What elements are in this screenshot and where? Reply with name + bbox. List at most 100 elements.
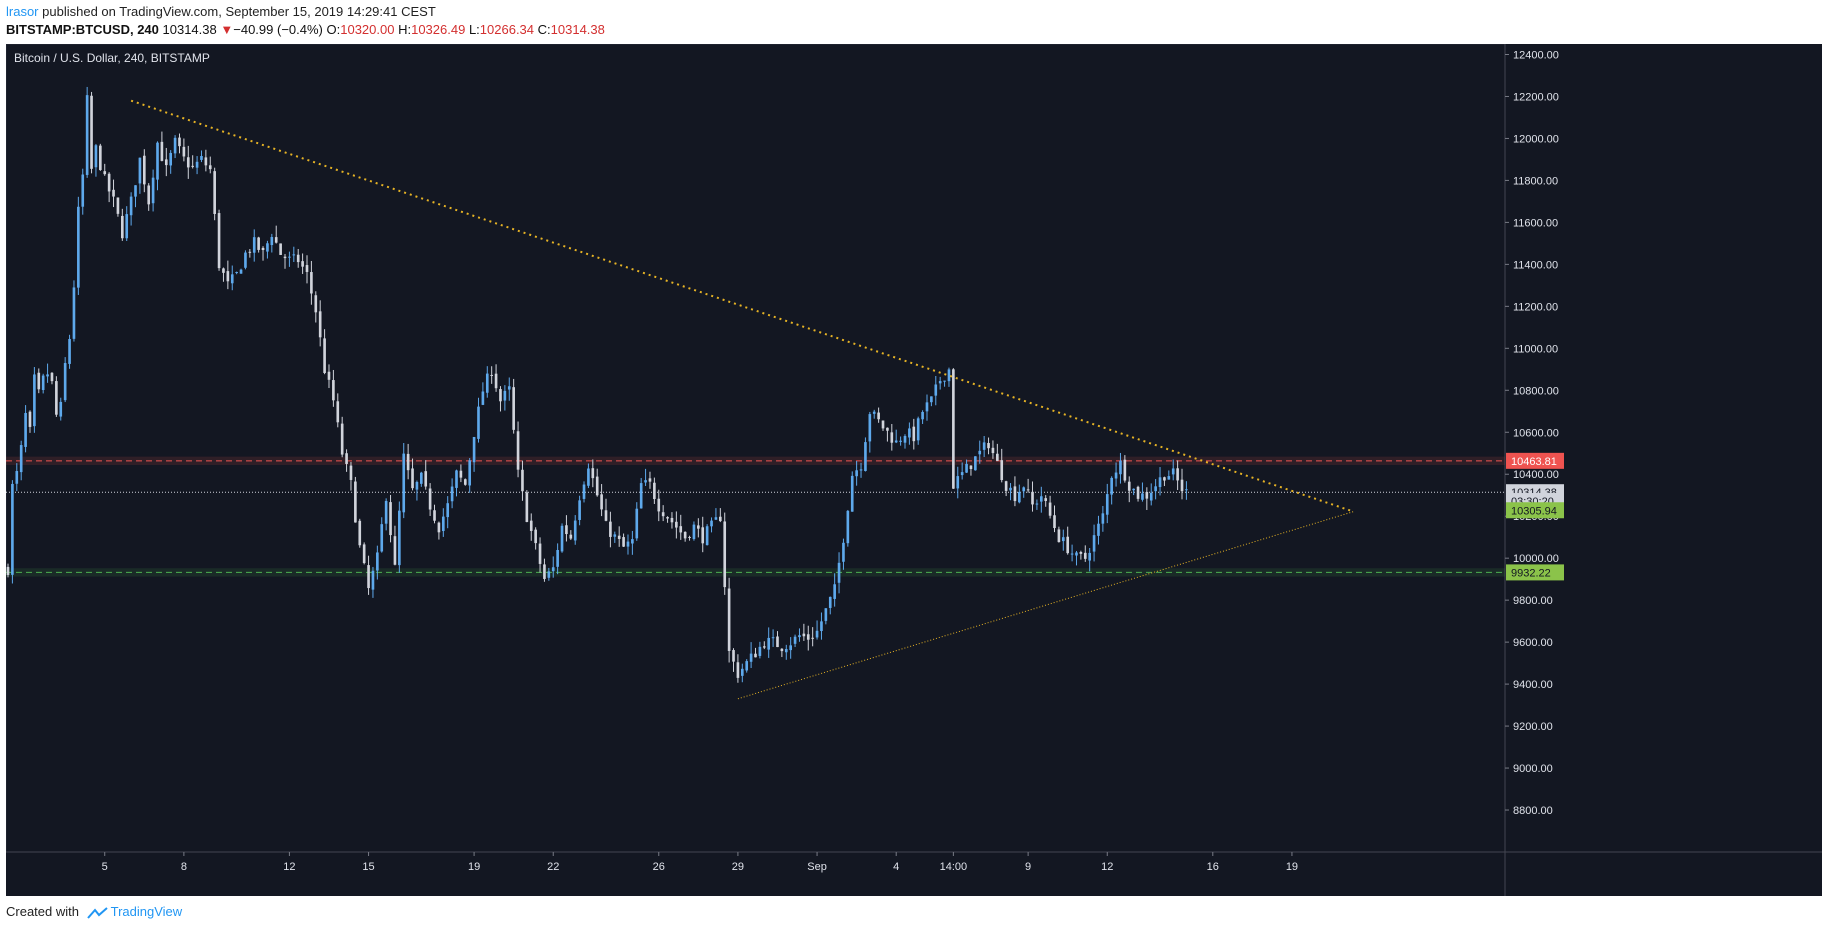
- x-tick-label: 9: [1025, 861, 1031, 873]
- candle-body: [771, 637, 775, 639]
- candle-body: [780, 648, 784, 652]
- candle-body: [534, 529, 537, 544]
- open-label: O:: [326, 22, 341, 37]
- y-tick-label: 11000.00: [1513, 343, 1558, 355]
- candle-body: [455, 470, 458, 488]
- candle-body: [279, 243, 282, 255]
- footer: Created with TradingView: [6, 904, 182, 919]
- candle-body: [499, 389, 502, 402]
- chart-title: Bitcoin / U.S. Dollar, 240, BITSTAMP: [14, 51, 210, 65]
- candle-body: [213, 171, 216, 214]
- candle-body: [68, 339, 71, 364]
- candle-body: [516, 431, 520, 470]
- candle-body: [1083, 552, 1087, 559]
- candle-body: [244, 252, 247, 268]
- candle-body: [925, 402, 929, 412]
- candle-body: [701, 527, 705, 544]
- tradingview-link[interactable]: TradingView: [110, 904, 183, 919]
- candle-body: [103, 171, 107, 175]
- candle-body: [1180, 479, 1184, 492]
- candle-body: [411, 468, 414, 489]
- candle-body: [1057, 529, 1061, 543]
- y-tick-label: 12000.00: [1513, 133, 1559, 145]
- y-tick-label: 10800.00: [1513, 385, 1559, 397]
- candle-body: [877, 412, 880, 420]
- candle-body: [1114, 472, 1118, 479]
- x-tick-label: 8: [181, 861, 187, 873]
- candle-body: [50, 372, 54, 382]
- x-tick-label: 5: [102, 861, 108, 873]
- candle-body: [94, 145, 98, 168]
- candle-body: [846, 510, 850, 544]
- candle-body: [349, 465, 353, 480]
- candle-body: [490, 374, 493, 376]
- candle-body: [960, 472, 964, 476]
- price-chart[interactable]: Bitcoin / U.S. Dollar, 240, BITSTAMP 8800…: [5, 43, 1822, 896]
- candle-body: [415, 481, 419, 490]
- candle-body: [55, 381, 58, 415]
- candle-body: [987, 442, 990, 449]
- candle-body: [600, 494, 603, 510]
- candle-body: [468, 460, 472, 486]
- candle-body: [657, 498, 661, 512]
- chart-container[interactable]: Bitcoin / U.S. Dollar, 240, BITSTAMP 8800…: [5, 43, 1822, 896]
- candle-body: [41, 375, 45, 390]
- candle-body: [19, 445, 23, 473]
- candle-body: [1004, 481, 1008, 491]
- candle-body: [745, 661, 749, 671]
- candle-body: [631, 539, 634, 544]
- candle-body: [1119, 460, 1122, 475]
- candle-body: [292, 254, 296, 256]
- candle-body: [296, 254, 300, 263]
- y-tick-label: 9200.00: [1513, 721, 1553, 733]
- candle-body: [283, 256, 287, 259]
- candle-body: [186, 157, 190, 168]
- candle-body: [222, 268, 225, 273]
- candle-body: [1035, 503, 1039, 505]
- y-tick-label: 8800.00: [1513, 805, 1553, 817]
- candle-body: [402, 453, 406, 513]
- candle-body: [450, 486, 454, 502]
- candle-body: [934, 384, 938, 396]
- candle-body: [173, 137, 177, 154]
- candle-body: [1053, 515, 1056, 529]
- candle-body: [723, 521, 727, 588]
- candle-body: [697, 525, 700, 529]
- candle-body: [99, 145, 102, 170]
- candle-body: [59, 401, 63, 417]
- candle-body: [1110, 477, 1113, 495]
- candle-body: [806, 634, 810, 640]
- candle-body: [1127, 481, 1131, 491]
- created-with-text: Created with: [6, 904, 79, 919]
- candle-body: [864, 442, 867, 471]
- candle-body: [477, 406, 480, 439]
- candle-body: [433, 510, 436, 521]
- candle-body: [200, 156, 203, 160]
- plot-area: [5, 43, 1506, 853]
- open-value: 10320.00: [340, 22, 395, 37]
- candle-body: [147, 185, 151, 205]
- candle-body: [424, 471, 428, 487]
- candle-body: [28, 411, 32, 427]
- author-link[interactable]: lrasor: [6, 4, 39, 19]
- candle-body: [617, 535, 621, 539]
- symbol-label: BITSTAMP:BTCUSD, 240: [6, 22, 159, 37]
- candle-body: [789, 645, 792, 651]
- candle-body: [635, 508, 639, 539]
- candle-body: [239, 269, 243, 274]
- candle-body: [899, 440, 902, 442]
- candle-body: [604, 510, 608, 521]
- candle-body: [587, 468, 590, 486]
- candle-body: [463, 479, 467, 485]
- candle-body: [398, 510, 401, 566]
- candle-body: [683, 531, 687, 539]
- candle-body: [613, 534, 617, 537]
- candle-body: [1044, 498, 1048, 501]
- candle-body: [952, 369, 955, 489]
- y-tick-label: 12200.00: [1513, 91, 1559, 103]
- candle-body: [1149, 492, 1153, 501]
- candle-body: [1039, 496, 1043, 502]
- candle-body: [226, 271, 230, 282]
- candle-body: [261, 247, 265, 250]
- candle-body: [982, 442, 986, 450]
